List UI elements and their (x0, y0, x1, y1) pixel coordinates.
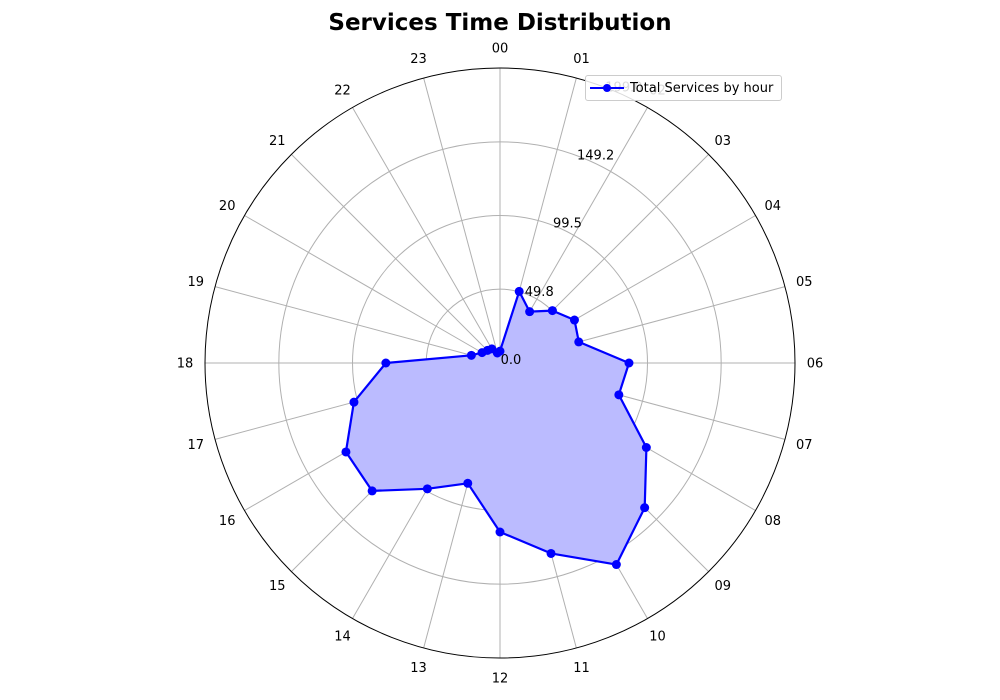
angle-tick-label: 14 (334, 629, 351, 644)
angle-tick-label: 03 (714, 134, 731, 149)
data-point (514, 286, 524, 296)
angle-tick-label: 22 (334, 84, 351, 99)
data-point (463, 478, 473, 488)
angle-tick-label: 18 (177, 357, 194, 372)
data-point (611, 560, 621, 570)
angle-tick-label: 13 (410, 661, 427, 676)
angle-tick-label: 11 (573, 661, 590, 676)
angular-gridline (291, 154, 501, 364)
angle-tick-label: 20 (219, 199, 236, 214)
data-point (466, 350, 476, 360)
data-point (341, 447, 351, 457)
angle-tick-label: 10 (649, 629, 666, 644)
angular-gridline (244, 215, 501, 364)
angle-tick-label: 04 (765, 199, 782, 214)
legend: Total Services by hour (585, 75, 783, 101)
angle-tick-label: 16 (219, 514, 236, 529)
label-layer: 0001020304050607080910111213141516171819… (177, 42, 824, 687)
radial-tick-label: 0.0 (501, 353, 522, 368)
data-point (641, 442, 651, 452)
angle-tick-label: 21 (269, 134, 286, 149)
chart-title: Services Time Distribution (328, 10, 672, 36)
data-point (495, 527, 505, 537)
angle-tick-label: 00 (492, 42, 509, 57)
legend-marker (590, 82, 624, 94)
data-point (349, 397, 359, 407)
angular-gridline (214, 286, 501, 364)
angular-gridline (352, 107, 501, 364)
radial-tick-label: 49.8 (525, 285, 554, 300)
data-point (624, 358, 634, 368)
legend-label: Total Services by hour (630, 80, 774, 96)
angle-tick-label: 19 (187, 275, 204, 290)
data-point (640, 503, 650, 513)
angle-tick-label: 05 (796, 275, 813, 290)
series-area (345, 291, 647, 565)
data-point (525, 307, 535, 317)
radial-tick-label: 149.2 (577, 149, 614, 164)
data-point (422, 484, 432, 494)
data-point (574, 337, 584, 347)
polar-frame (204, 67, 796, 659)
data-point (367, 486, 377, 496)
angular-gridline (423, 77, 501, 364)
angle-tick-label: 07 (796, 438, 813, 453)
angle-tick-label: 08 (765, 514, 782, 529)
data-point (569, 315, 579, 325)
data-layer (341, 286, 651, 570)
angle-tick-label: 23 (410, 52, 427, 67)
angle-tick-label: 01 (573, 52, 590, 67)
data-point (381, 358, 391, 368)
data-point (492, 348, 502, 358)
angle-tick-label: 12 (492, 672, 509, 687)
data-point (546, 548, 556, 558)
angle-tick-label: 17 (187, 438, 204, 453)
angle-tick-label: 06 (807, 357, 824, 372)
angle-tick-label: 15 (269, 579, 286, 594)
radial-tick-label: 99.5 (553, 217, 582, 232)
data-point (614, 390, 624, 400)
angle-tick-label: 09 (714, 579, 731, 594)
data-point (547, 306, 557, 316)
